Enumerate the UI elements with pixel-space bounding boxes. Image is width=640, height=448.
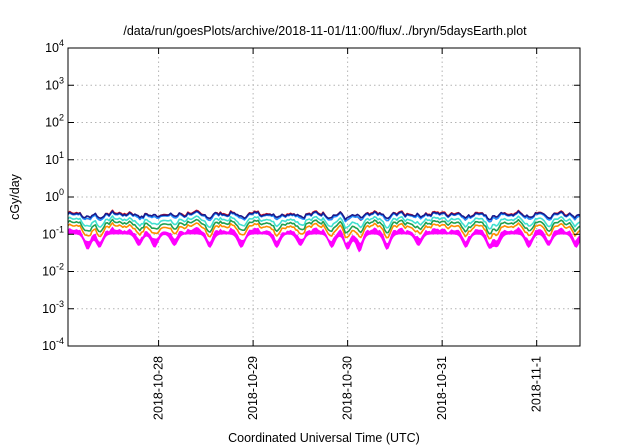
x-axis-label: Coordinated Universal Time (UTC) bbox=[228, 431, 420, 445]
x-tick-label: 2018-10-31 bbox=[435, 356, 449, 420]
grid bbox=[68, 48, 580, 346]
y-tick-label: 103 bbox=[45, 75, 64, 92]
y-tick-label: 10-4 bbox=[42, 336, 64, 353]
series-line bbox=[67, 222, 581, 240]
y-tick-label: 104 bbox=[45, 38, 64, 55]
series-line bbox=[67, 215, 581, 230]
x-tick-label: 2018-10-30 bbox=[341, 356, 355, 420]
x-tick-label: 2018-10-28 bbox=[152, 356, 166, 420]
chart-title: /data/run/goesPlots/archive/2018-11-01/1… bbox=[123, 24, 527, 38]
y-tick-label: 10-3 bbox=[42, 299, 64, 316]
y-tick-label: 10-2 bbox=[42, 262, 64, 279]
x-axis: 2018-10-28 2018-10-29 2018-10-30 2018-10-31… bbox=[152, 48, 544, 420]
series-line bbox=[67, 210, 581, 221]
y-tick-label: 101 bbox=[45, 150, 64, 167]
y-tick-label: 10-1 bbox=[42, 224, 64, 241]
y-tick-label: 100 bbox=[45, 187, 64, 204]
series-group bbox=[67, 209, 581, 253]
y-axis-label: cGy/day bbox=[8, 173, 22, 220]
x-tick-label: 2018-10-29 bbox=[246, 356, 260, 420]
y-tick-label: 102 bbox=[45, 113, 64, 130]
series-line bbox=[67, 218, 581, 235]
y-axis: 10-4 10-3 10-2 10-1 100 101 102 103 104 bbox=[42, 38, 580, 353]
x-tick-label: 2018-11-1 bbox=[530, 356, 544, 412]
series-band bbox=[67, 226, 581, 253]
